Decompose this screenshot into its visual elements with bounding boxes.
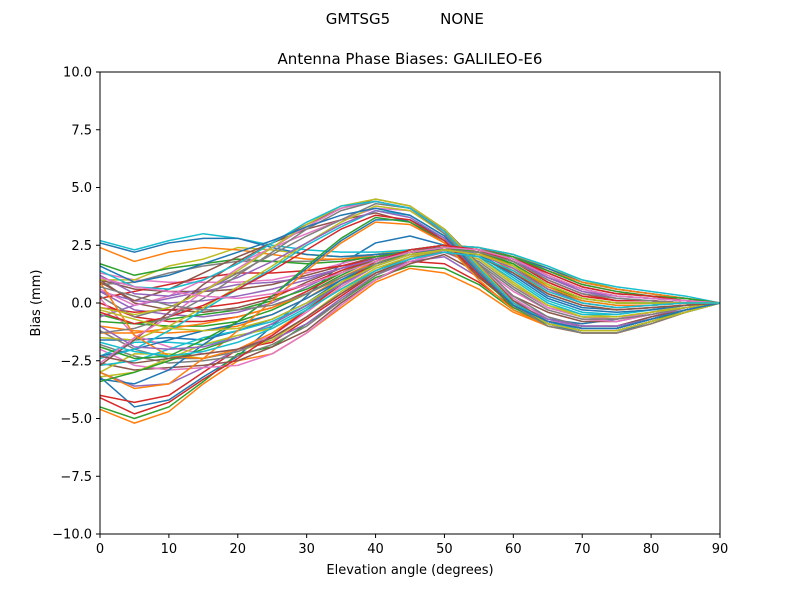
x-tick-label: 70 bbox=[574, 542, 591, 557]
y-tick-label: 2.5 bbox=[71, 239, 92, 254]
y-tick-label: 5.0 bbox=[71, 181, 92, 196]
series-line-60 bbox=[99, 251, 720, 357]
series-line-54 bbox=[99, 244, 720, 415]
suptitle-right: NONE bbox=[440, 10, 484, 28]
series-line-7 bbox=[99, 251, 721, 371]
x-axis-label: Elevation angle (degrees) bbox=[326, 563, 493, 578]
series-lines bbox=[99, 198, 721, 424]
x-tick-label: 0 bbox=[96, 542, 104, 557]
y-tick-label: −2.5 bbox=[60, 354, 92, 369]
series-line-49 bbox=[99, 198, 721, 332]
x-tick-label: 90 bbox=[712, 542, 729, 557]
suptitle-left: GMTSG5 bbox=[326, 10, 390, 28]
x-axis-ticks: 0 10 20 30 40 50 60 70 80 90 bbox=[96, 534, 728, 557]
x-tick-label: 60 bbox=[505, 542, 522, 557]
x-tick-label: 20 bbox=[230, 542, 247, 557]
y-tick-label: −10.0 bbox=[52, 528, 92, 543]
series-line-45 bbox=[99, 209, 721, 327]
y-tick-label: 10.0 bbox=[63, 66, 92, 81]
y-tick-label: 7.5 bbox=[71, 123, 92, 138]
y-axis-ticks: −10.0 −7.5 −5.0 −2.5 0.0 2.5 5.0 7.5 10.0 bbox=[52, 66, 100, 543]
y-tick-label: −7.5 bbox=[60, 470, 92, 485]
y-axis-label: Bias (mm) bbox=[29, 270, 44, 337]
x-tick-label: 10 bbox=[161, 542, 178, 557]
series-line-51 bbox=[99, 207, 721, 330]
x-tick-label: 30 bbox=[298, 542, 315, 557]
y-tick-label: 0.0 bbox=[71, 297, 92, 312]
x-tick-label: 80 bbox=[643, 542, 660, 557]
series-line-59 bbox=[99, 249, 720, 332]
y-tick-label: −5.0 bbox=[60, 412, 92, 427]
x-tick-label: 50 bbox=[436, 542, 453, 557]
x-tick-label: 40 bbox=[367, 542, 384, 557]
series-line-57 bbox=[99, 246, 721, 304]
chart-title: Antenna Phase Biases: GALILEO-E6 bbox=[278, 50, 543, 68]
